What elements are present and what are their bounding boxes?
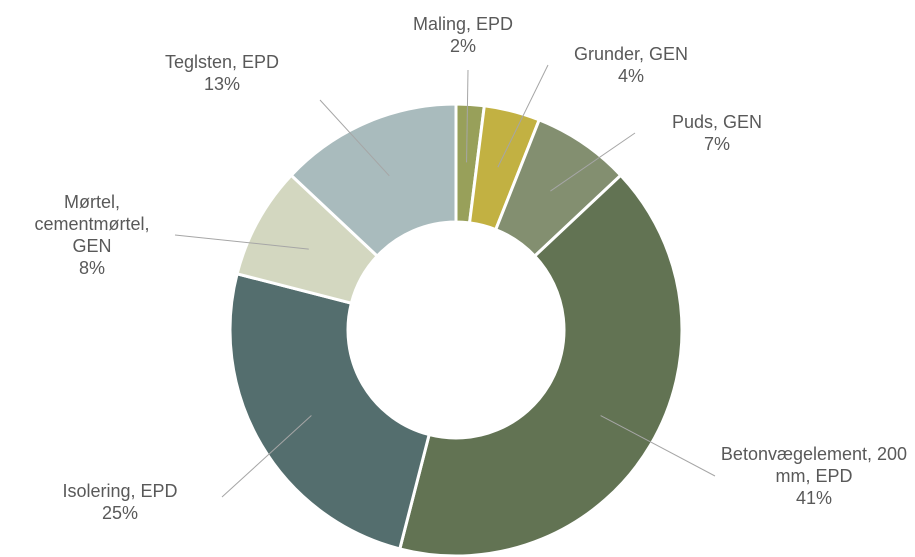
value-label: 4% xyxy=(617,66,644,86)
donut-slice xyxy=(397,173,684,557)
category-label: Betonvægelement, 200 mm, EPD xyxy=(720,444,908,486)
value-label: 2% xyxy=(449,36,476,56)
category-label: Teglsten, EPD xyxy=(164,52,280,72)
leader-line xyxy=(221,415,312,498)
leader-line xyxy=(174,234,309,250)
category-label: Maling, EPD xyxy=(412,14,514,34)
category-label: Puds, GEN xyxy=(671,112,763,132)
value-label: 13% xyxy=(203,74,241,94)
leader-line xyxy=(497,64,549,168)
value-label: 25% xyxy=(101,503,139,523)
leader-line xyxy=(550,132,636,192)
category-label: Isolering, EPD xyxy=(62,481,178,501)
data-label: Puds, GEN 7% xyxy=(637,111,797,155)
data-label: Maling, EPD 2% xyxy=(383,13,543,57)
data-label: Isolering, EPD 25% xyxy=(30,480,210,524)
value-label: 8% xyxy=(78,258,105,278)
data-label: Grunder, GEN 4% xyxy=(551,43,711,87)
data-label: Teglsten, EPD 13% xyxy=(142,51,302,95)
leader-line xyxy=(466,69,469,163)
value-label: 7% xyxy=(703,134,730,154)
category-label: Mørtel, cementmørtel, GEN xyxy=(34,192,150,256)
data-label: Betonvægelement, 200 mm, EPD 41% xyxy=(714,443,914,509)
leader-line xyxy=(600,415,716,477)
leader-line xyxy=(319,99,390,177)
data-label: Mørtel, cementmørtel, GEN 8% xyxy=(27,191,157,279)
category-label: Grunder, GEN xyxy=(573,44,689,64)
value-label: 41% xyxy=(795,488,833,508)
donut-slice xyxy=(228,271,431,551)
donut-slice xyxy=(289,102,458,259)
